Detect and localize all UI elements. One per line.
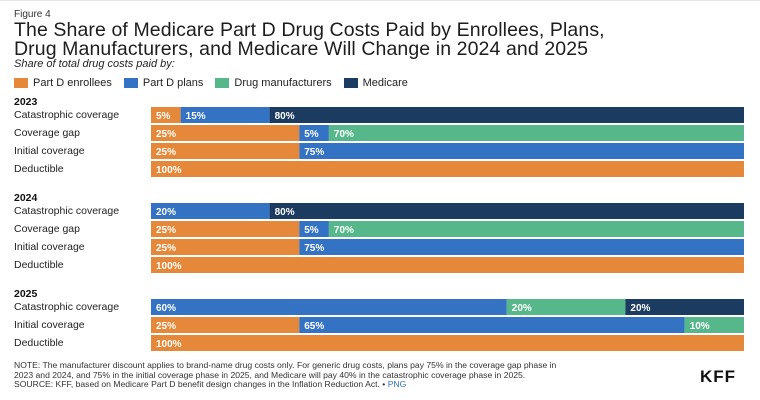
data-label-manufacturers: 20%	[512, 303, 532, 314]
bar-segment-enrollees	[151, 257, 744, 273]
data-label-medicare: 20%	[630, 303, 650, 314]
bar-segment-plans	[299, 143, 744, 159]
bar-segment-plans	[299, 239, 744, 255]
bar-segment-enrollees	[151, 125, 300, 141]
data-label-plans: 60%	[156, 303, 176, 314]
year-label-2024: 2024	[14, 192, 38, 204]
png-download-link[interactable]: PNG	[387, 379, 407, 389]
bar-segment-enrollees	[151, 335, 744, 351]
legend-swatch-enrollees	[14, 78, 28, 88]
data-label-plans: 75%	[304, 147, 324, 158]
year-label-2025: 2025	[14, 288, 38, 300]
bar-segment-plans	[299, 221, 329, 237]
data-label-enrollees: 100%	[156, 339, 182, 350]
footnote: NOTE: The manufacturer discount applies …	[14, 360, 704, 390]
data-label-medicare: 80%	[275, 207, 295, 218]
data-label-enrollees: 25%	[156, 129, 176, 140]
data-label-plans: 5%	[304, 129, 319, 140]
data-label-plans: 5%	[304, 225, 319, 236]
bar-segment-plans	[180, 107, 270, 123]
data-label-manufacturers: 10%	[690, 321, 710, 332]
row-label: Coverage gap	[14, 127, 80, 139]
row-label: Deductible	[14, 337, 64, 349]
bar-segment-plans	[299, 125, 329, 141]
data-label-enrollees: 25%	[156, 243, 176, 254]
bar-segment-medicare	[625, 299, 744, 315]
bar-segment-manufacturers	[506, 299, 626, 315]
note-line-2: 2023 and 2024, and 75% in the initial co…	[14, 369, 526, 380]
legend-item-medicare: Medicare	[343, 77, 408, 89]
top-border	[0, 0, 760, 1]
bar-segment-enrollees	[151, 143, 300, 159]
legend-label-enrollees: Part D enrollees	[33, 77, 112, 89]
bar-segment-manufacturers	[684, 317, 744, 333]
legend-swatch-plans	[123, 78, 138, 88]
data-label-manufacturers: 70%	[334, 225, 354, 236]
data-label-enrollees: 25%	[156, 225, 176, 236]
row-label: Deductible	[14, 163, 64, 175]
bar-segment-plans	[151, 299, 507, 315]
legend-swatch-medicare	[343, 78, 358, 88]
source-text: SOURCE: KFF, based on Medicare Part D be…	[14, 379, 388, 389]
bar-segment-manufacturers	[328, 125, 744, 141]
row-label: Catastrophic coverage	[14, 301, 120, 313]
bar-segment-enrollees	[151, 107, 181, 123]
data-label-plans: 15%	[186, 111, 206, 122]
kff-logo: KFF	[700, 367, 737, 386]
data-label-plans: 75%	[304, 243, 324, 254]
row-label: Catastrophic coverage	[14, 109, 120, 121]
legend-label-plans: Part D plans	[142, 77, 204, 89]
source-line: SOURCE: KFF, based on Medicare Part D be…	[14, 379, 704, 390]
data-label-enrollees: 25%	[156, 147, 176, 158]
data-label-manufacturers: 70%	[334, 129, 354, 140]
bar-segment-manufacturers	[328, 221, 744, 237]
legend-item-enrollees: Part D enrollees	[14, 77, 112, 89]
bar-segment-enrollees	[151, 239, 300, 255]
data-label-plans: 20%	[156, 207, 176, 218]
legend-swatch-manufacturers	[215, 78, 230, 88]
figure-label: Figure 4	[14, 9, 51, 20]
legend-item-manufacturers: Drug manufacturers	[215, 77, 332, 89]
bar-segment-medicare	[269, 107, 744, 123]
row-label: Initial coverage	[14, 319, 85, 331]
legend-item-plans: Part D plans	[123, 77, 204, 89]
bar-segment-plans	[299, 317, 685, 333]
chart-title-line-2: Drug Manufacturers, and Medicare Will Ch…	[14, 38, 589, 60]
legend-label-medicare: Medicare	[362, 77, 408, 89]
row-label: Initial coverage	[14, 145, 85, 157]
legend-label-manufacturers: Drug manufacturers	[234, 77, 332, 89]
data-label-enrollees: 25%	[156, 321, 176, 332]
chart-title-line-1: The Share of Medicare Part D Drug Costs …	[14, 19, 605, 41]
data-label-enrollees: 100%	[156, 261, 182, 272]
row-label: Initial coverage	[14, 241, 85, 253]
bar-segment-plans	[151, 203, 270, 219]
bar-segment-enrollees	[151, 161, 744, 177]
row-label: Deductible	[14, 259, 64, 271]
data-label-plans: 65%	[304, 321, 324, 332]
bar-segment-enrollees	[151, 317, 300, 333]
legend: Part D enrollees Part D plans Drug manuf…	[14, 77, 420, 89]
data-label-medicare: 80%	[275, 111, 295, 122]
data-label-enrollees: 100%	[156, 165, 182, 176]
chart-title: The Share of Medicare Part D Drug Costs …	[14, 19, 754, 60]
data-label-enrollees: 5%	[156, 111, 171, 122]
row-label: Catastrophic coverage	[14, 205, 120, 217]
year-label-2023: 2023	[14, 96, 38, 108]
note-line-1: NOTE: The manufacturer discount applies …	[14, 360, 557, 370]
bar-segment-enrollees	[151, 221, 300, 237]
chart-subtitle: Share of total drug costs paid by:	[14, 58, 175, 70]
row-label: Coverage gap	[14, 223, 80, 235]
bar-segment-medicare	[269, 203, 744, 219]
